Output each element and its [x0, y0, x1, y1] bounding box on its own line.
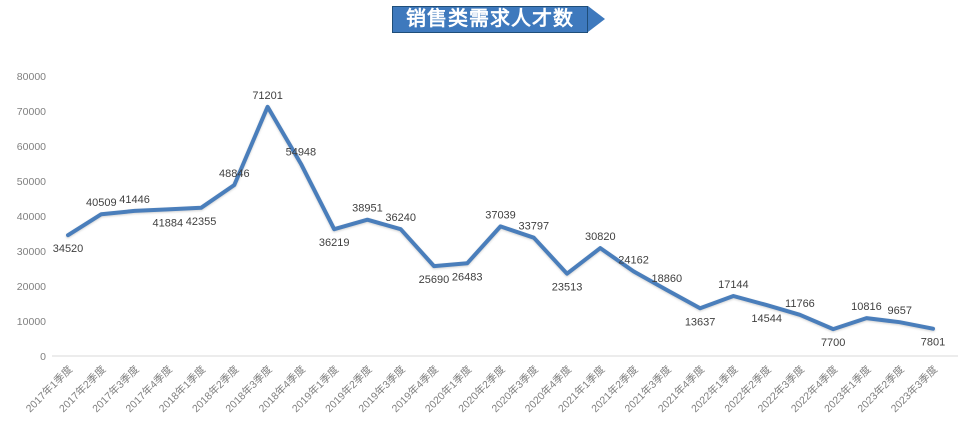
data-label: 41884: [153, 217, 184, 229]
data-label: 38951: [352, 203, 383, 215]
y-axis-tick-label: 50000: [17, 176, 46, 188]
data-label: 9657: [887, 305, 911, 317]
data-label: 30820: [585, 231, 616, 243]
data-label: 34520: [53, 243, 84, 255]
data-label: 24162: [618, 254, 649, 266]
y-axis-tick-label: 40000: [17, 211, 46, 223]
data-label: 26483: [452, 271, 483, 283]
chart-title-banner: 销售类需求人才数: [392, 6, 605, 33]
y-axis-tick-label: 70000: [17, 106, 46, 118]
y-axis-tick-label: 0: [40, 351, 46, 363]
data-label: 71201: [252, 90, 283, 102]
y-axis-tick-label: 30000: [17, 246, 46, 258]
data-label: 37039: [485, 209, 516, 221]
data-label: 14544: [751, 313, 782, 325]
data-label: 11766: [785, 298, 815, 310]
y-axis-tick-label: 80000: [17, 71, 46, 83]
data-label: 10816: [851, 301, 882, 313]
data-label: 33797: [518, 221, 549, 233]
data-label: 7700: [821, 337, 845, 349]
data-label: 40509: [86, 197, 117, 209]
data-label: 13637: [685, 316, 716, 328]
y-axis-tick-label: 60000: [17, 141, 46, 153]
data-label: 17144: [718, 279, 749, 291]
y-axis-tick-label: 20000: [17, 281, 46, 293]
chart-title: 销售类需求人才数: [392, 6, 588, 33]
data-label: 18860: [652, 273, 683, 285]
data-label: 48846: [219, 168, 250, 180]
banner-arrow-shape: [588, 6, 605, 32]
data-label: 25690: [419, 274, 450, 286]
y-axis-tick-label: 10000: [17, 316, 46, 328]
data-label: 7801: [921, 337, 945, 349]
data-label: 36240: [385, 212, 416, 224]
data-label: 23513: [552, 282, 583, 294]
data-label: 42355: [186, 216, 217, 228]
series-line: [66, 104, 935, 332]
data-label: 54948: [286, 147, 317, 159]
data-label: 36219: [319, 237, 350, 249]
data-label: 41446: [119, 194, 150, 206]
